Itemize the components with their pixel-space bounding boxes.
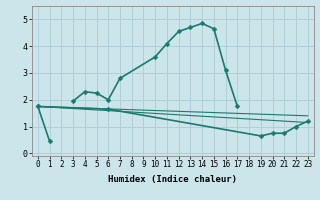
X-axis label: Humidex (Indice chaleur): Humidex (Indice chaleur) — [108, 175, 237, 184]
